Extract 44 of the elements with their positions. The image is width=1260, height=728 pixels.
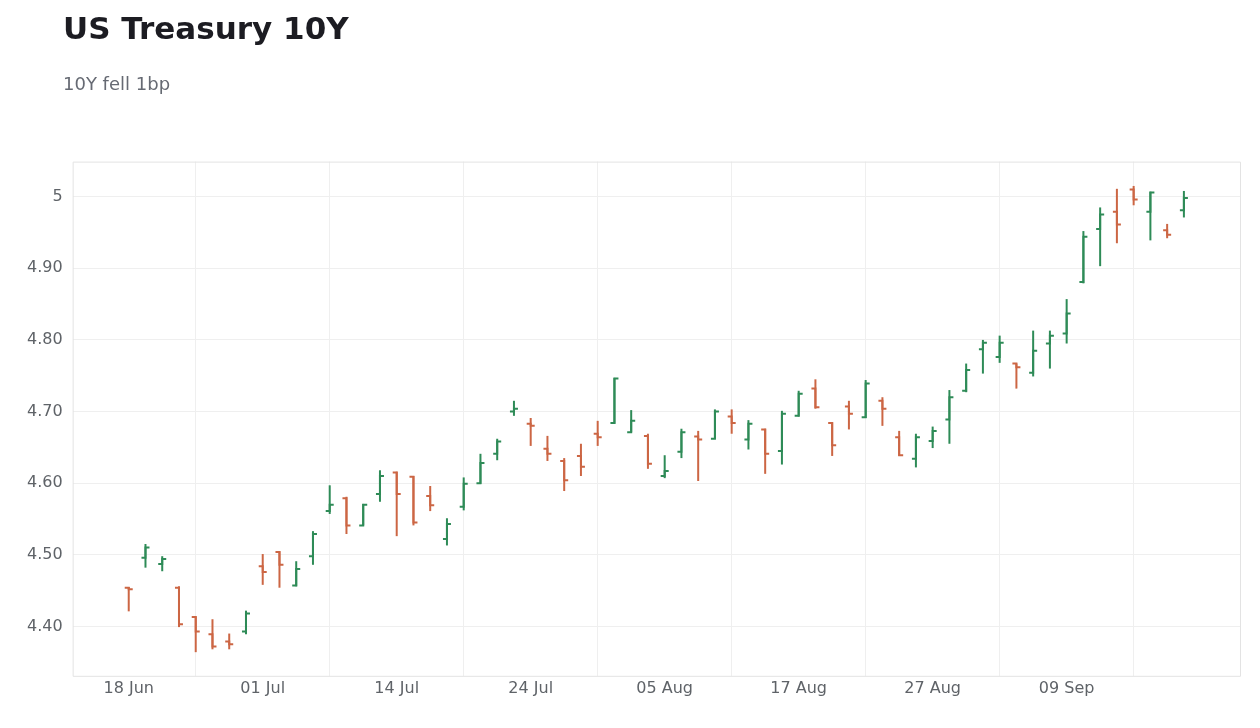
candlestick <box>811 378 820 410</box>
x-tick-label: 09 Sep <box>1038 677 1095 697</box>
candlestick <box>275 550 284 589</box>
candlestick <box>911 432 920 469</box>
x-tick-label: 17 Aug <box>770 677 828 697</box>
candlestick <box>560 457 569 493</box>
y-tick-label: 4.40 <box>27 615 63 635</box>
candlestick <box>677 427 686 460</box>
x-tick-label: 18 Jun <box>103 677 154 697</box>
candlestick <box>375 469 384 503</box>
x-tick-label: 01 Jul <box>240 677 286 697</box>
candlestick <box>1146 190 1155 242</box>
y-tick-label: 4.80 <box>27 329 63 349</box>
y-tick-label: 4.50 <box>27 543 63 563</box>
candlestick <box>1062 298 1071 345</box>
candlestick <box>258 553 267 586</box>
x-tick-label: 05 Aug <box>636 677 694 697</box>
candlestick <box>493 437 502 462</box>
candlestick <box>141 543 150 569</box>
x-tick-label: 27 Aug <box>904 677 962 697</box>
chart-subtitle: 10Y fell 1bp <box>63 73 171 94</box>
y-tick-label: 4.60 <box>27 472 63 492</box>
candlestick <box>995 334 1004 364</box>
candlestick <box>1179 189 1188 219</box>
x-tick-label: 14 Jul <box>374 677 420 697</box>
y-tick-label: 4.90 <box>27 257 63 277</box>
candlestick <box>576 442 585 477</box>
candlestick <box>241 609 250 636</box>
candlestick <box>442 517 451 547</box>
y-tick-label: 4.70 <box>27 400 63 420</box>
candlestick <box>292 560 301 588</box>
candlestick <box>1096 206 1105 268</box>
candlestick <box>476 452 485 485</box>
candlestick <box>1129 184 1138 207</box>
candlestick <box>392 470 401 538</box>
y-tick-label: 5 <box>52 185 63 205</box>
candlestick <box>208 618 217 651</box>
candlestick <box>895 429 904 457</box>
candlestick <box>928 425 937 450</box>
chart-title: US Treasury 10Y <box>63 10 349 46</box>
x-tick-label: 24 Jul <box>508 677 554 697</box>
candlestick <box>962 362 971 394</box>
candlestick <box>191 615 200 654</box>
candlestick <box>1112 187 1121 245</box>
